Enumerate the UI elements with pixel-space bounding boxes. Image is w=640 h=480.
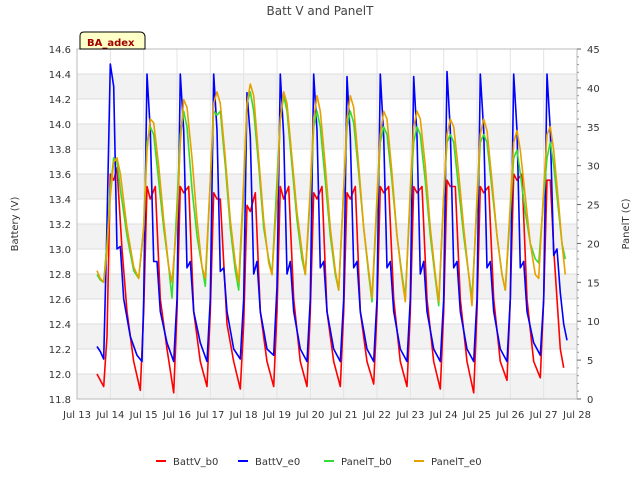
- y-tick-label: 12.4: [49, 320, 71, 331]
- y2-tick-label: 40: [587, 84, 600, 95]
- x-tick-label: Jul 14: [95, 410, 124, 421]
- x-tick-label: Jul 27: [529, 410, 558, 421]
- plot-band: [77, 249, 577, 274]
- x-tick-label: Jul 24: [429, 410, 458, 421]
- x-tick-label: Jul 13: [62, 410, 91, 421]
- series-line-battv-b0: [96, 166, 565, 394]
- y-tick-label: 12.0: [49, 370, 71, 381]
- y2-tick-label: 10: [587, 317, 600, 328]
- legend-label: PanelT_b0: [341, 457, 392, 468]
- y-tick-label: 11.8: [49, 395, 71, 406]
- y-tick-label: 14.4: [49, 70, 71, 81]
- plot-band: [77, 49, 577, 74]
- y-axis-left: 11.8 12.0 12.2 12.4 12.6 12.8 13.0 13.2 13.4 13.6…: [49, 45, 71, 406]
- x-tick-label: Jul 20: [295, 410, 324, 421]
- plot-band: [77, 74, 577, 99]
- y-tick-label: 14.0: [49, 120, 71, 131]
- x-tick-label: Jul 19: [262, 410, 291, 421]
- plot-band: [77, 349, 577, 374]
- y-tick-label: 12.6: [49, 295, 71, 306]
- x-tick-label: Jul 21: [329, 410, 358, 421]
- y2-tick-label: 35: [587, 123, 600, 134]
- badge: BA_adex: [79, 31, 146, 50]
- y2-tick-label: 25: [587, 201, 600, 212]
- y2-tick-label: 45: [587, 45, 600, 56]
- x-tick-label: Jul 15: [129, 410, 158, 421]
- y2-tick-label: 15: [587, 278, 600, 289]
- x-tick-label: Jul 25: [462, 410, 491, 421]
- y-tick-label: 12.8: [49, 270, 71, 281]
- plot-frame: [76, 48, 578, 400]
- x-tick-label: Jul 28: [562, 410, 591, 421]
- x-tick-label: Jul 22: [362, 410, 391, 421]
- series-line-battv-e0: [96, 63, 568, 363]
- y-tick-label: 13.0: [49, 245, 71, 256]
- badge-label: BA_adex: [87, 38, 135, 49]
- y-tick-label: 12.2: [49, 345, 71, 356]
- x-tick-label: Jul 23: [395, 410, 424, 421]
- series-lines: [96, 63, 568, 394]
- y-axis-title: Battery (V): [10, 196, 21, 251]
- plot-band: [77, 124, 577, 149]
- y-tick-label: 13.6: [49, 170, 71, 181]
- y2-tick-label: 20: [587, 239, 600, 250]
- x-tick-label: Jul 18: [229, 410, 258, 421]
- plot-band: [77, 374, 577, 399]
- plot-band: [77, 149, 577, 174]
- plot-band: [77, 224, 577, 249]
- legend-label: PanelT_e0: [431, 457, 482, 468]
- y-tick-label: 14.6: [49, 45, 71, 56]
- legend-label: BattV_e0: [255, 457, 300, 468]
- y-tick-label: 13.2: [49, 220, 71, 231]
- y2-tick-label: 30: [587, 162, 600, 173]
- legend: BattV_b0 BattV_e0 PanelT_b0 PanelT_e0: [156, 457, 482, 468]
- x-axis: Jul 13 Jul 14 Jul 15 Jul 16 Jul 17 Jul 18 Jul …: [62, 410, 591, 421]
- x-tick-label: Jul 17: [195, 410, 224, 421]
- y-tick-label: 13.8: [49, 145, 71, 156]
- series-line-panelt-e0: [96, 83, 567, 307]
- y2-tick-label: 5: [587, 356, 593, 367]
- y2-tick-label: 0: [587, 395, 593, 406]
- y2-axis-title: PanelT (C): [621, 198, 632, 249]
- chart-title: Batt V and PanelT: [267, 4, 375, 18]
- y-tick-label: 14.2: [49, 95, 71, 106]
- y-tick-label: 13.4: [49, 195, 71, 206]
- legend-label: BattV_b0: [173, 457, 218, 468]
- plot-band: [77, 99, 577, 124]
- y-axis-right: 0 5 10 15 20 25 30 35 40 45: [577, 45, 600, 406]
- plot-band: [77, 324, 577, 349]
- x-tick-label: Jul 26: [495, 410, 524, 421]
- badge-box: [79, 31, 146, 50]
- x-tick-label: Jul 16: [162, 410, 191, 421]
